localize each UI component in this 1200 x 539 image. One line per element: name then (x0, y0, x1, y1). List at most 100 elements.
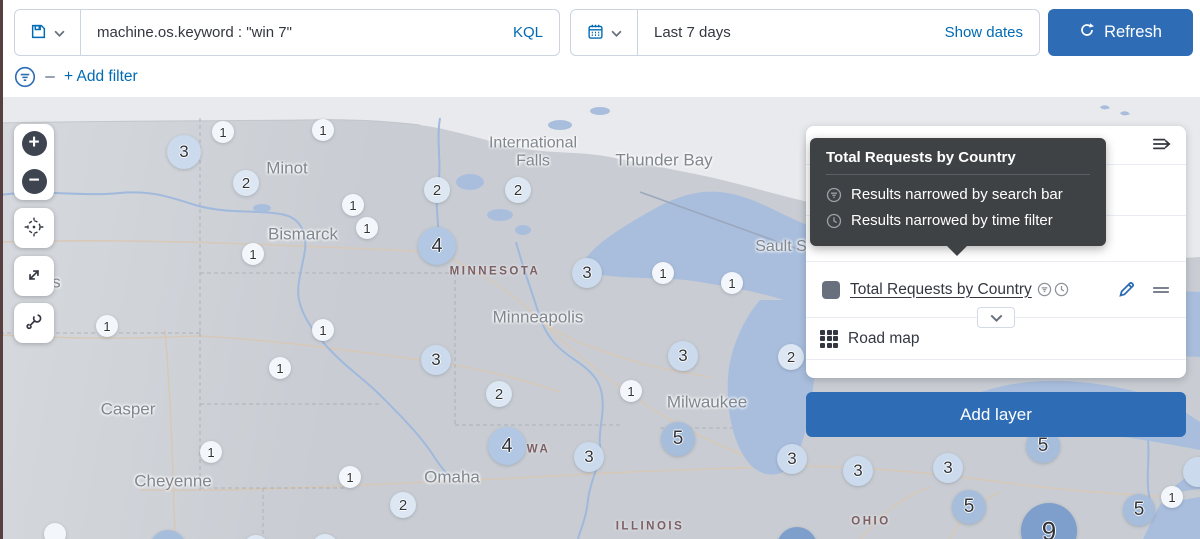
map-cluster[interactable]: 1 (620, 380, 642, 402)
drag-handle-icon (1153, 286, 1169, 293)
tooltip-divider (826, 174, 1090, 175)
map-cluster[interactable] (150, 530, 186, 539)
query-input[interactable]: machine.os.keyword : "win 7" KQL (81, 10, 559, 55)
tooltip-title: Total Requests by Country (826, 149, 1016, 166)
refresh-label: Refresh (1104, 23, 1162, 41)
collapse-panel-button[interactable] (1152, 135, 1172, 156)
map-cluster[interactable]: 2 (390, 492, 416, 518)
map-cluster[interactable]: 5 (661, 422, 695, 456)
map-cluster[interactable] (1183, 457, 1200, 487)
map-cluster[interactable]: 2 (778, 344, 804, 370)
tools-control (14, 303, 54, 343)
map-cluster[interactable]: 3 (777, 444, 807, 474)
clock-icon (826, 213, 842, 229)
wrench-icon (24, 312, 44, 335)
grid-icon (820, 329, 838, 348)
map-cluster[interactable]: 4 (418, 227, 456, 265)
search-bar: machine.os.keyword : "win 7" KQL (14, 9, 560, 56)
map-cluster[interactable]: 1 (200, 441, 222, 463)
add-filter-button[interactable]: + Add filter (64, 68, 138, 85)
query-text: machine.os.keyword : "win 7" (97, 24, 292, 41)
map-cluster[interactable]: 3 (933, 453, 963, 483)
map-cluster[interactable]: 1 (721, 272, 743, 294)
calendar-icon (587, 23, 604, 43)
map-cluster[interactable]: 5 (952, 490, 986, 524)
fit-to-data-control (14, 256, 54, 296)
refresh-icon (1079, 22, 1095, 43)
map-cluster[interactable]: 2 (505, 177, 531, 203)
map-cluster[interactable] (312, 534, 338, 539)
map-cluster[interactable]: 2 (486, 381, 512, 407)
saved-query-menu-button[interactable] (15, 10, 81, 55)
plus-icon: + (21, 130, 47, 156)
expand-legend-button[interactable] (977, 307, 1015, 328)
time-range-display[interactable]: Last 7 days Show dates (638, 10, 1039, 55)
map-cluster[interactable]: 3 (421, 345, 451, 375)
set-view-button[interactable] (14, 209, 54, 247)
edit-layer-button[interactable] (1117, 280, 1136, 299)
map-cluster[interactable]: 3 (167, 135, 201, 169)
fit-to-data-button[interactable] (14, 257, 54, 295)
layer-row-total-requests[interactable]: Total Requests by Country (806, 262, 1186, 328)
menu-arrow-right-icon (1152, 135, 1172, 156)
map-cluster[interactable]: 1 (242, 243, 264, 265)
chevron-down-icon (610, 25, 622, 40)
map-cluster[interactable]: 1 (269, 357, 291, 379)
filter-bar: + Add filter (14, 66, 138, 88)
tooltip-row: Results narrowed by time filter (826, 208, 1090, 234)
map-cluster[interactable]: 3 (843, 456, 873, 486)
zoom-in-button[interactable]: + (14, 124, 54, 162)
crosshair-icon (23, 216, 45, 241)
map-cluster[interactable]: 3 (572, 258, 602, 288)
layer-row-road-map[interactable]: Road map (806, 318, 1186, 360)
map-cluster[interactable]: 1 (312, 119, 334, 141)
map-cluster[interactable]: 1 (652, 262, 674, 284)
filter-circle-icon (826, 187, 842, 203)
layer-swatch (822, 280, 840, 299)
map-cluster[interactable]: 2 (424, 177, 450, 203)
map-cluster[interactable]: 2 (233, 170, 259, 196)
drag-handle[interactable] (1152, 285, 1170, 295)
query-language-button[interactable]: KQL (512, 24, 543, 41)
date-picker: Last 7 days Show dates (570, 9, 1040, 56)
refresh-button[interactable]: Refresh (1048, 9, 1193, 56)
map-cluster[interactable]: 1 (342, 194, 364, 216)
layer-tooltip: Total Requests by Country Results narrow… (810, 138, 1106, 256)
window-edge (0, 0, 3, 539)
layer-badges (1037, 282, 1069, 297)
map-cluster[interactable] (777, 527, 817, 539)
minus-icon: − (21, 168, 47, 194)
tooltip-row-text: Results narrowed by search bar (851, 186, 1063, 203)
map-cluster[interactable]: 1 (312, 319, 334, 341)
map-cluster[interactable]: 3 (574, 442, 604, 472)
map-cluster[interactable]: 1 (96, 315, 118, 337)
filter-circle-icon[interactable] (14, 66, 36, 88)
map-cluster[interactable] (44, 523, 66, 539)
query-toolbar: machine.os.keyword : "win 7" KQL Last (0, 0, 1200, 97)
map-cluster[interactable]: 1 (356, 217, 378, 239)
pencil-icon (1119, 281, 1135, 297)
layer-name-link[interactable]: Total Requests by Country (850, 280, 1032, 298)
show-dates-button[interactable]: Show dates (944, 24, 1023, 41)
basemap-layer-name: Road map (848, 329, 920, 347)
layer-actions (1117, 280, 1170, 299)
map-cluster[interactable]: 4 (488, 427, 526, 465)
map-cluster[interactable]: 1 (212, 121, 234, 143)
map-canvas[interactable]: International Falls Thunder Bay Minot Bisma… (0, 97, 1200, 539)
map-cluster[interactable]: 1 (1161, 486, 1183, 508)
zoom-controls: + − (14, 124, 54, 200)
zoom-out-button[interactable]: − (14, 162, 54, 200)
quick-select-menu-button[interactable] (571, 10, 638, 55)
map-cluster[interactable]: 1 (339, 466, 361, 488)
chevron-down-icon (990, 314, 1002, 322)
add-layer-button[interactable]: Add layer (806, 392, 1186, 437)
map-cluster[interactable]: 3 (668, 341, 698, 371)
tooltip-row: Results narrowed by search bar (826, 182, 1090, 208)
map-cluster[interactable]: 5 (1123, 494, 1155, 526)
expand-diagonal-icon (25, 266, 43, 287)
map-cluster[interactable]: 9 (1021, 503, 1077, 539)
tools-button[interactable] (14, 304, 54, 342)
map-cluster[interactable] (243, 535, 269, 539)
